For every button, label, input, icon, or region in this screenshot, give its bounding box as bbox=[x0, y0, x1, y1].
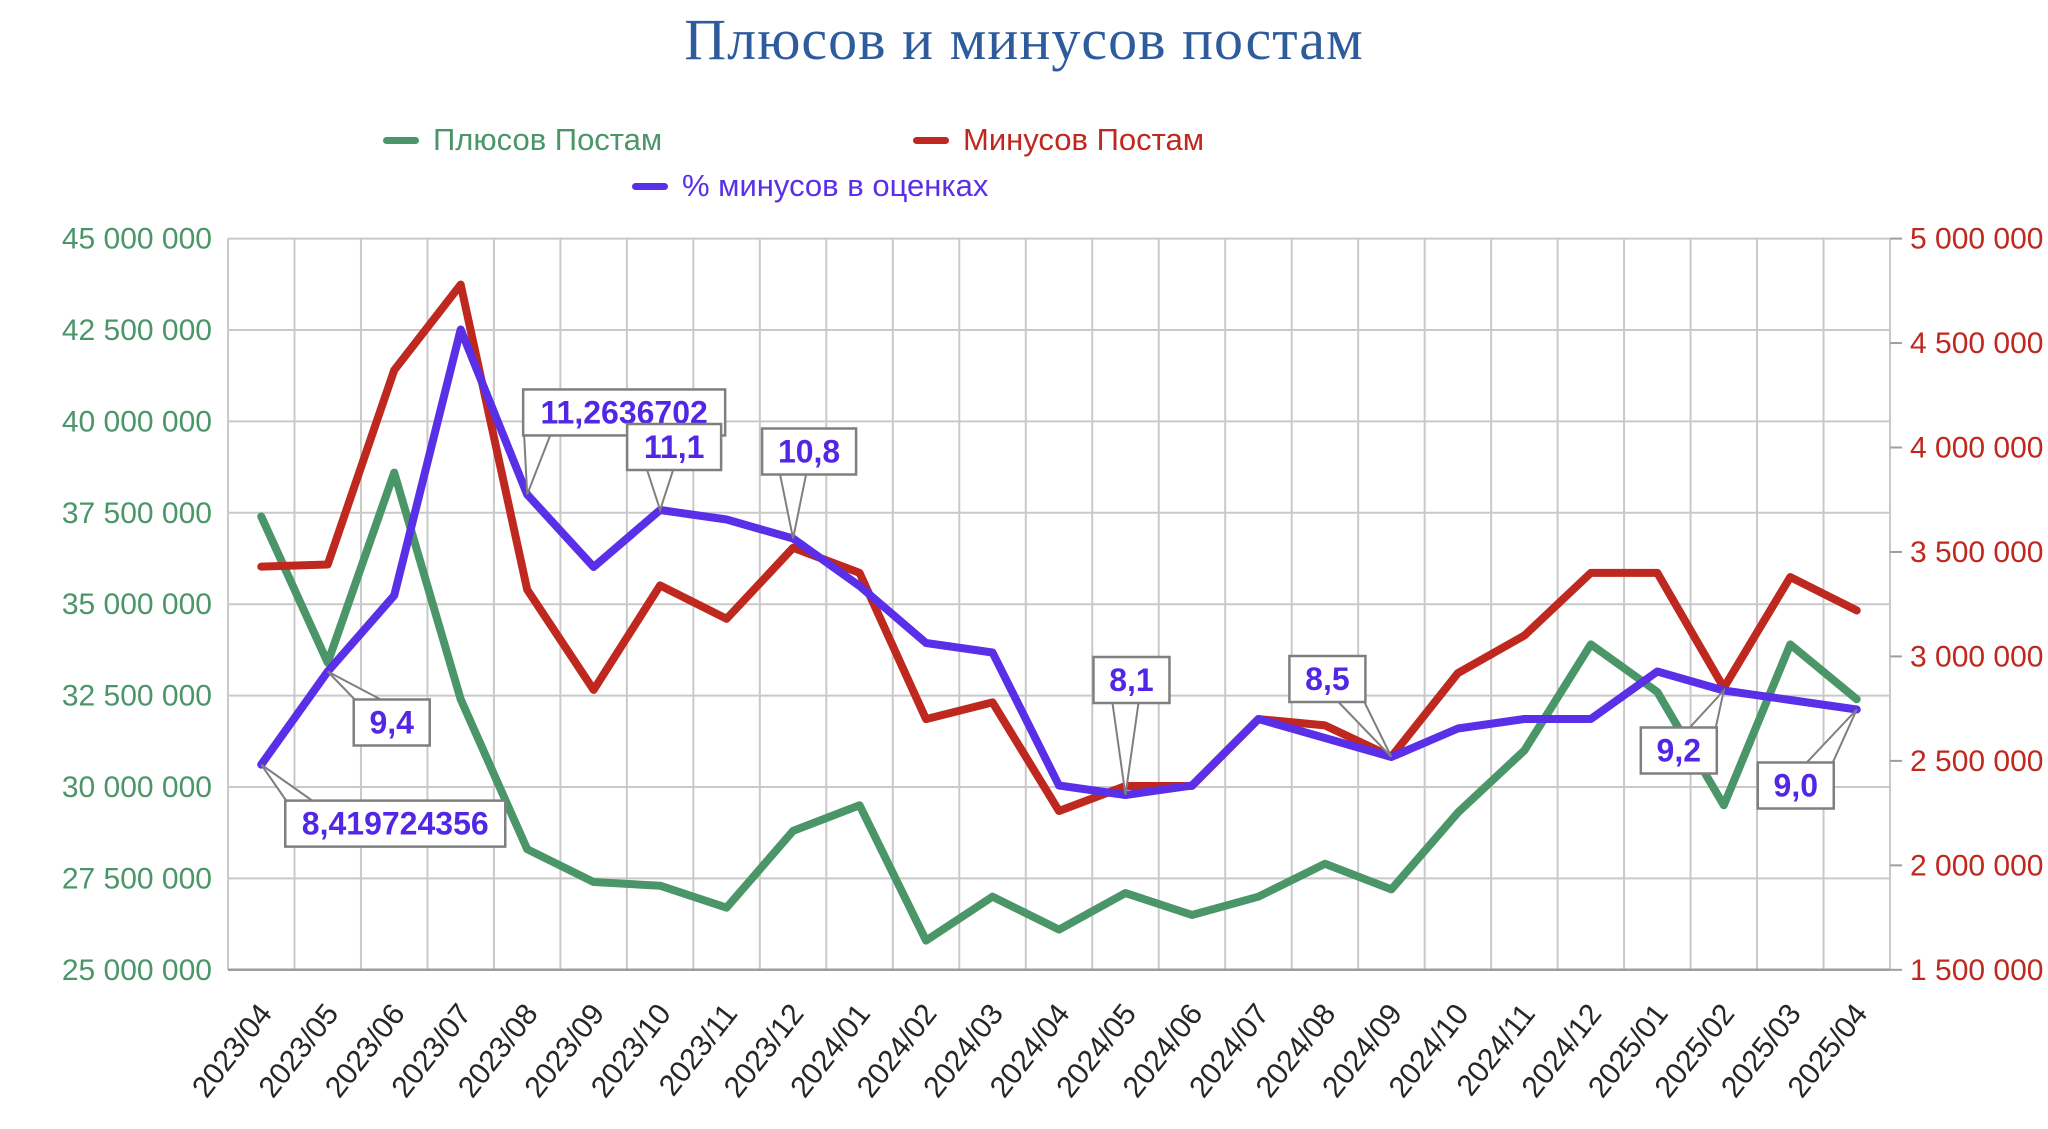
y-axis-left-label: 32 500 000 bbox=[62, 680, 212, 713]
callout-tail bbox=[645, 469, 675, 514]
legend-item-pluses: Плюсов Постам bbox=[383, 122, 662, 158]
y-axis-right-label: 1 500 000 bbox=[1910, 954, 2043, 987]
y-axis-left-label: 40 000 000 bbox=[62, 405, 212, 438]
minuses-line-swatch-icon bbox=[913, 136, 949, 144]
callout-value-label: 8,1 bbox=[1109, 662, 1153, 698]
callout-box bbox=[521, 388, 727, 437]
callout-box bbox=[1639, 726, 1719, 775]
y-axis-right-label: 2 500 000 bbox=[1910, 745, 2043, 778]
callout-box bbox=[760, 427, 858, 476]
y-axis-right-label: 2 000 000 bbox=[1910, 849, 2043, 882]
y-axis-left-label: 35 000 000 bbox=[62, 588, 212, 621]
callout-value-label: 10,8 bbox=[778, 434, 840, 470]
legend-label-pluses: Плюсов Постам bbox=[433, 122, 663, 157]
callout-value-label: 8,419724356 bbox=[302, 806, 489, 842]
callout-box bbox=[1756, 761, 1836, 810]
legend-label-percent: % минусов в оценках bbox=[682, 168, 989, 203]
legend-item-percent: % минусов в оценках bbox=[632, 168, 988, 204]
callout-box bbox=[283, 799, 507, 848]
callout-box bbox=[352, 698, 431, 747]
y-axis-left-label: 27 500 000 bbox=[62, 862, 212, 895]
series-line-pluses bbox=[257, 468, 1861, 945]
callout-value-label: 11,1 bbox=[644, 429, 705, 465]
series-line-percent bbox=[257, 325, 1861, 799]
y-axis-left-label: 45 000 000 bbox=[62, 223, 212, 256]
y-axis-left-label: 30 000 000 bbox=[62, 771, 212, 804]
y-axis-right-label: 5 000 000 bbox=[1910, 223, 2043, 256]
callout-tail bbox=[1804, 708, 1858, 764]
callout-box bbox=[1288, 654, 1367, 704]
callout-tail bbox=[523, 434, 552, 495]
percent-line-swatch-icon bbox=[632, 182, 668, 190]
callout-box bbox=[625, 422, 723, 472]
callout-tail bbox=[260, 763, 316, 802]
y-axis-right-label: 3 500 000 bbox=[1910, 536, 2043, 569]
legend-item-minuses: Минусов Постам bbox=[913, 122, 1204, 158]
series-line-minuses bbox=[257, 280, 1861, 816]
page-title: Плюсов и минусов постам bbox=[684, 7, 1364, 72]
y-axis-right-label: 3 000 000 bbox=[1910, 640, 2043, 673]
callout-tail bbox=[778, 473, 808, 539]
y-axis-right-label: 4 500 000 bbox=[1910, 327, 2043, 360]
legend-label-minuses: Минусов Постам bbox=[963, 122, 1205, 157]
callout-value-label: 8,5 bbox=[1305, 661, 1349, 697]
y-axis-left-label: 42 500 000 bbox=[62, 314, 212, 347]
y-axis-left-label: 25 000 000 bbox=[62, 954, 212, 987]
y-axis-left-label: 37 500 000 bbox=[62, 497, 212, 530]
callout-value-label: 9,2 bbox=[1657, 733, 1701, 769]
callout-box bbox=[1092, 655, 1171, 705]
pluses-line-swatch-icon bbox=[383, 136, 419, 144]
callout-value-label: 9,4 bbox=[369, 705, 414, 741]
callout-tail bbox=[1111, 702, 1140, 796]
y-axis-right-label: 4 000 000 bbox=[1910, 432, 2043, 465]
callout-value-label: 9,0 bbox=[1774, 768, 1818, 804]
